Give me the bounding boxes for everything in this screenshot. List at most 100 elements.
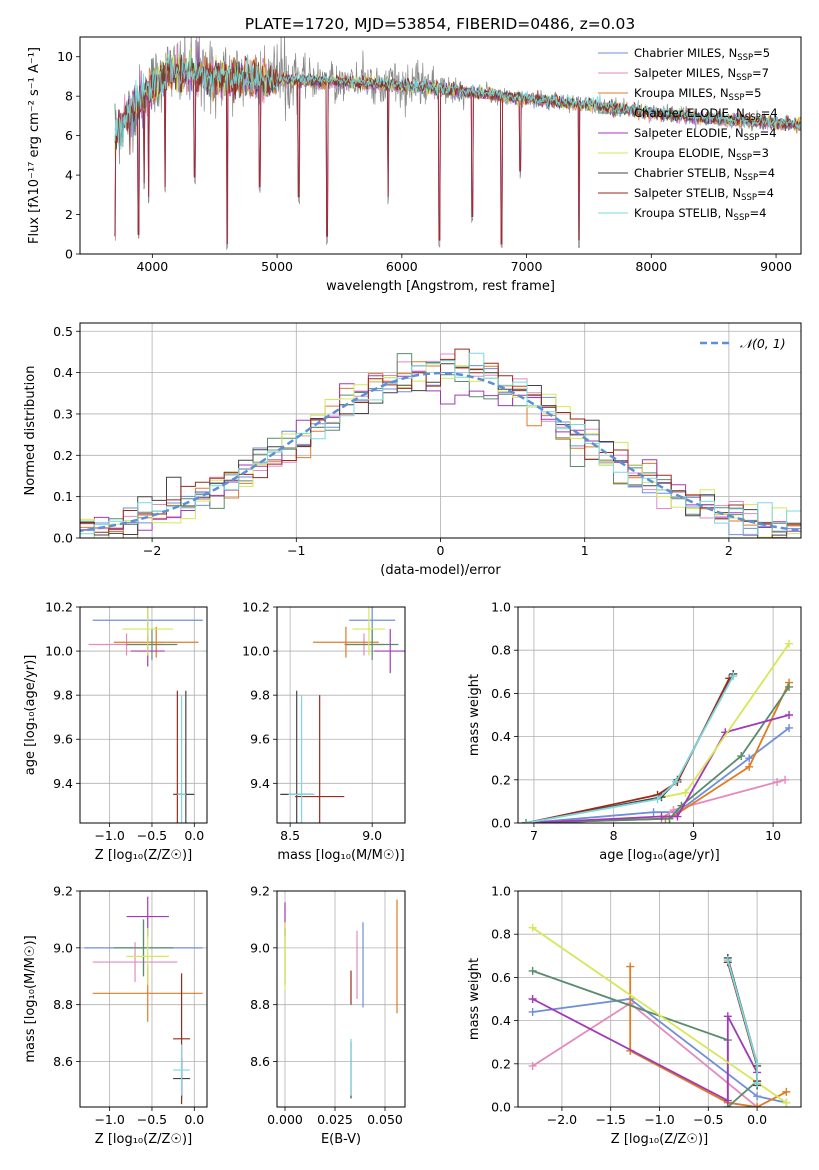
y-tick-label: 9.6 — [250, 732, 270, 747]
x-tick-label: 9 — [689, 828, 697, 843]
plot-area — [521, 639, 794, 823]
y-tick-label: 9.8 — [53, 688, 73, 703]
y-tick-label: 0.4 — [491, 729, 511, 744]
y-tick-label: 9.6 — [53, 732, 73, 747]
series-line — [525, 727, 790, 823]
series-marker — [782, 1087, 791, 1096]
y-tick-label: 10 — [57, 49, 73, 64]
series-marker — [669, 806, 678, 815]
x-tick-label: −2 — [143, 543, 161, 558]
y-tick-label: 0.8 — [491, 643, 511, 658]
y-tick-label: 9.4 — [250, 776, 270, 791]
series-marker — [521, 819, 530, 823]
y-tick-label: 10.0 — [242, 644, 270, 659]
series-marker — [753, 1092, 762, 1101]
series-marker — [745, 754, 754, 763]
plot-area — [80, 348, 801, 538]
x-tick-label: 9000 — [760, 259, 792, 274]
axes-frame — [517, 606, 802, 824]
legend: Chabrier MILES, NSSP=5 Salpeter MILES, NS… — [598, 46, 778, 223]
x-tick-label: 8 — [610, 828, 618, 843]
panel-residuals: −2 −1 0 1 2 0.0 0.1 0.2 0.3 0.4 0.5 (data-model)/er… — [23, 322, 802, 578]
legend: 𝒩(0, 1) — [700, 336, 786, 351]
y-tick-label: 0.1 — [53, 489, 73, 504]
series-marker — [528, 995, 537, 1003]
y-tick-label: 9.2 — [53, 884, 73, 899]
series-line — [532, 926, 787, 1104]
legend-entry: Chabrier MILES, NSSP=5 — [634, 46, 770, 63]
y-tick-label: 0.2 — [491, 772, 511, 787]
series-marker — [785, 711, 794, 719]
x-tick-label: −0.5 — [137, 828, 167, 843]
x-tick-label: 0.025 — [317, 1112, 353, 1127]
x-tick-label: 6000 — [386, 259, 418, 274]
y-tick-label: 4 — [65, 168, 73, 183]
panel-mass_vs_Z: −1.0 −0.5 0.0 8.6 8.8 9.0 9.2 Z [log₁₀(Z/Z☉)] ma… — [23, 884, 208, 1147]
x-tick-label: 0.0 — [184, 1112, 204, 1127]
series-marker — [737, 752, 746, 761]
x-axis-label: Z [log₁₀(Z/Z☉)] — [611, 1132, 708, 1147]
x-tick-label: 0 — [437, 543, 445, 558]
x-tick-label: 8.5 — [280, 828, 300, 843]
axes-frame — [276, 606, 406, 824]
residual-histogram-step — [80, 352, 801, 535]
series-marker — [781, 775, 790, 784]
series-line — [525, 677, 731, 823]
y-tick-label: 10.2 — [242, 600, 270, 615]
x-tick-label: 0.0 — [184, 828, 204, 843]
y-tick-label: 0.2 — [491, 1056, 511, 1071]
series-marker — [528, 966, 537, 975]
y-tick-label: 9.4 — [53, 776, 73, 791]
x-tick-label: −1.0 — [644, 1112, 674, 1127]
y-tick-label: 0.3 — [53, 406, 73, 421]
series-line — [525, 675, 734, 823]
series-marker — [782, 1098, 791, 1107]
plot-area — [528, 923, 791, 1107]
panel-weight_vs_age: 7 8 9 10 0.0 0.2 0.4 0.6 0.8 1.0 age [log₁₀(age/yr… — [467, 600, 802, 863]
x-axis-label: mass [log₁₀(M/M☉)] — [277, 848, 404, 863]
x-tick-label: 8000 — [635, 259, 667, 274]
x-axis-label: E(B-V) — [321, 1132, 361, 1147]
y-tick-label: 0.5 — [53, 324, 73, 339]
x-tick-label: 7 — [530, 828, 538, 843]
series-marker — [649, 808, 658, 817]
y-tick-label: 9.0 — [53, 940, 73, 955]
panel-age_vs_mass: 8.5 9.0 9.4 9.6 9.8 10.0 10.2 mass [log₁₀(M/M☉)… — [242, 600, 406, 863]
y-tick-label: 9.2 — [250, 884, 270, 899]
x-tick-label: 0.000 — [267, 1112, 303, 1127]
series-marker — [785, 723, 794, 732]
x-tick-label: 0.050 — [367, 1112, 403, 1127]
series-marker — [753, 1059, 762, 1068]
x-tick-label: −1.0 — [94, 828, 124, 843]
y-tick-label: 8.8 — [250, 997, 270, 1012]
x-tick-label: 1 — [581, 543, 589, 558]
legend-entry: Kroupa STELIB, NSSP=4 — [634, 206, 766, 223]
series-marker — [671, 777, 680, 786]
axes-frame — [517, 890, 802, 1108]
figure-title: PLATE=1720, MJD=53854, FIBERID=0486, z=0… — [245, 15, 635, 33]
series-marker — [723, 956, 732, 965]
y-tick-label: 0.0 — [491, 816, 511, 831]
series-marker — [528, 923, 537, 932]
axes-frame — [79, 36, 802, 255]
grid-lines — [80, 606, 207, 823]
legend-entry: Salpeter ELODIE, NSSP=4 — [634, 126, 777, 143]
x-tick-label: −1 — [287, 543, 305, 558]
series-marker — [673, 812, 682, 821]
y-axis-label: mass [log₁₀(M/M☉)] — [23, 935, 38, 1062]
x-tick-label: 9.0 — [362, 828, 382, 843]
series-line — [532, 970, 758, 1107]
x-tick-label: 5000 — [261, 259, 293, 274]
x-axis-label: Z [log₁₀(Z/Z☉)] — [95, 848, 192, 863]
axes-frame — [79, 322, 802, 539]
legend-entry: 𝒩(0, 1) — [740, 336, 786, 351]
y-tick-label: 0.4 — [53, 365, 73, 380]
x-tick-label: −0.5 — [693, 1112, 723, 1127]
x-tick-label: 10 — [765, 828, 781, 843]
plot-area — [114, 37, 801, 250]
y-tick-label: 0.8 — [491, 927, 511, 942]
plot-area — [84, 896, 203, 1105]
y-tick-label: 0.0 — [491, 1100, 511, 1115]
legend-entry: Salpeter MILES, NSSP=7 — [634, 66, 769, 83]
